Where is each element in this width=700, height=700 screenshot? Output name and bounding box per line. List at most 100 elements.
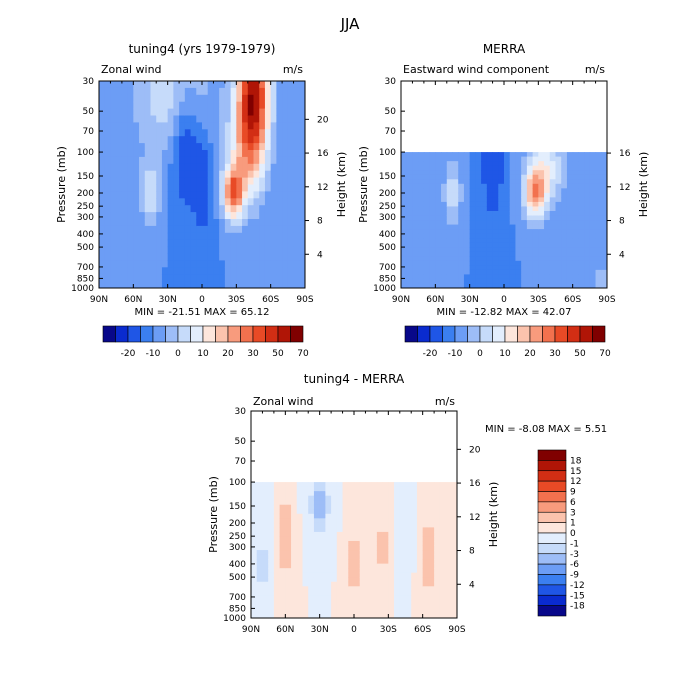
heatmap-cell: [236, 150, 243, 158]
heatmap-cell: [173, 163, 180, 172]
heatmap-cell: [435, 274, 442, 280]
heatmap-cell: [406, 278, 413, 284]
heatmap-cell: [475, 251, 482, 257]
heatmap-cell: [388, 590, 395, 596]
heatmap-cell: [110, 94, 117, 103]
heatmap-cell: [273, 572, 281, 578]
heatmap-cell: [99, 260, 106, 268]
heatmap-cell: [242, 101, 249, 110]
heatmap-cell: [481, 179, 488, 185]
heatmap-cell: [230, 267, 237, 275]
heatmap-cell: [423, 170, 431, 176]
heatmap-cell: [439, 604, 447, 610]
heatmap-cell: [156, 205, 163, 213]
heatmap-cell: [121, 143, 129, 151]
heatmap-cell: [532, 179, 539, 185]
heatmap-cell: [601, 233, 608, 239]
heatmap-cell: [394, 563, 401, 569]
heatmap-cell: [313, 509, 321, 515]
heatmap-cell: [589, 265, 597, 271]
heatmap-cell: [342, 613, 349, 619]
heatmap-cell: [279, 545, 286, 551]
heatmap-field: [401, 152, 608, 289]
heatmap-cell: [504, 224, 511, 230]
heatmap-cell: [285, 595, 292, 601]
heatmap-cell: [253, 177, 260, 185]
heatmap-cell: [251, 545, 258, 551]
heatmap-cell: [262, 608, 269, 614]
heatmap-cell: [434, 491, 441, 497]
heatmap-cell: [342, 536, 349, 542]
heatmap-cell: [156, 191, 163, 199]
heatmap-cell: [331, 522, 338, 528]
heatmap-cell: [251, 563, 258, 569]
heatmap-cell: [601, 256, 608, 262]
heatmap-cell: [445, 482, 452, 488]
heatmap-cell: [291, 540, 298, 547]
heatmap-cell: [399, 482, 406, 488]
heatmap-cell: [179, 94, 186, 103]
heatmap-cell: [401, 188, 408, 194]
heatmap-cell: [544, 265, 551, 271]
y-tick-label: 500: [229, 573, 246, 583]
heatmap-cell: [428, 482, 435, 488]
heatmap-cell: [247, 156, 254, 165]
heatmap-cell: [578, 192, 585, 198]
heatmap-cell: [236, 81, 243, 89]
heatmap-cell: [371, 495, 378, 501]
heatmap-cell: [253, 170, 260, 179]
colorbar-label: -18: [570, 602, 585, 612]
heatmap-cell: [302, 613, 309, 619]
heatmap-cell: [190, 198, 197, 206]
heatmap-cell: [104, 136, 111, 144]
heatmap-cell: [463, 260, 471, 266]
heatmap-cell: [293, 150, 300, 158]
heatmap-cell: [285, 563, 292, 569]
heatmap-cell: [486, 283, 494, 289]
heatmap-cell: [99, 212, 106, 220]
heatmap-cell: [572, 179, 579, 185]
heatmap-cell: [521, 188, 528, 194]
colorbar-label: -15: [570, 591, 585, 601]
heatmap-cell: [428, 599, 435, 605]
heatmap-cell: [331, 577, 338, 583]
heatmap-cell: [538, 256, 545, 262]
heatmap-cell: [121, 232, 129, 241]
heatmap-cell: [99, 239, 106, 248]
heatmap-cell: [279, 586, 286, 592]
heatmap-cell: [161, 253, 169, 261]
heatmap-cell: [429, 242, 436, 248]
heatmap-cell: [509, 197, 516, 203]
heatmap-cell: [526, 192, 534, 198]
heatmap-cell: [445, 531, 452, 537]
heatmap-cell: [544, 269, 551, 275]
heatmap-cell: [446, 256, 453, 262]
heatmap-cell: [99, 81, 106, 89]
heatmap-cell: [161, 260, 169, 268]
heatmap-cell: [348, 545, 355, 551]
heatmap-cell: [139, 191, 146, 199]
heatmap-cell: [213, 246, 220, 254]
heatmap-cell: [268, 599, 275, 605]
heatmap-cell: [190, 101, 197, 110]
heatmap-cell: [601, 174, 608, 180]
colorbar-label: 0: [175, 349, 181, 359]
heatmap-cell: [538, 165, 545, 171]
heatmap-cell: [365, 613, 372, 619]
heatmap-cell: [498, 229, 505, 235]
heatmap-cell: [572, 265, 579, 271]
heatmap-cell: [224, 198, 232, 206]
heatmap-cell: [116, 101, 123, 110]
colorbar-swatch: [537, 574, 567, 586]
heatmap-cell: [458, 197, 465, 203]
heatmap-cell: [429, 165, 436, 171]
heatmap-cell: [179, 122, 186, 130]
heatmap-cell: [526, 247, 534, 253]
heatmap-cell: [150, 163, 157, 172]
heatmap-cell: [434, 568, 441, 574]
heatmap-cell: [521, 251, 528, 257]
heatmap-cell: [179, 246, 186, 254]
heatmap-cell: [555, 152, 562, 158]
heatmap-cell: [371, 559, 378, 565]
